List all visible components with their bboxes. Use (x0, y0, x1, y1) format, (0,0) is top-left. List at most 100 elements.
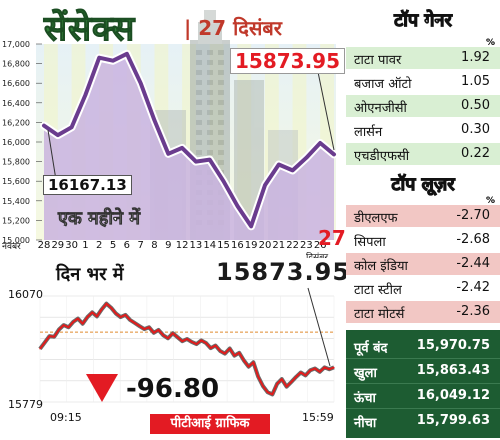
x-tick-label: 21 (272, 240, 285, 251)
data-point-7 (139, 81, 143, 85)
loser-name: कोल इंडिया (354, 259, 408, 274)
latest-value-leader (317, 71, 335, 151)
intraday-y-top: 16070 (8, 288, 43, 301)
intraday-point (86, 316, 89, 318)
intraday-point (300, 371, 302, 374)
gainer-row: ओएनजीसी 0.50 (346, 95, 500, 117)
intraday-point (101, 308, 103, 311)
data-point-30 (70, 125, 74, 129)
intraday-point (252, 361, 254, 363)
intraday-point (110, 307, 112, 309)
intraday-point (115, 312, 117, 315)
loser-row: डीएलएफ -2.70 (346, 205, 500, 227)
intraday-point (281, 378, 283, 380)
intraday-point (243, 359, 245, 362)
intraday-point (181, 340, 183, 342)
x-tick-label: 15 (217, 240, 230, 251)
intraday-point (129, 319, 131, 321)
intraday-point (172, 332, 174, 334)
y-tick-label: 15,000 (2, 236, 30, 245)
stat-value: 15,863.43 (416, 363, 490, 378)
gainers-title: टॉप गेनर (394, 10, 453, 32)
down-triangle-icon (86, 374, 118, 402)
intraday-point (195, 343, 198, 345)
data-point-2 (97, 56, 101, 60)
intraday-point (267, 391, 269, 393)
gainer-row: लार्सन 0.30 (346, 119, 500, 141)
intraday-point (63, 324, 65, 326)
intraday-point (58, 328, 60, 331)
gainer-name: टाटा पावर (354, 53, 402, 68)
x-tick-label: 6 (124, 240, 130, 251)
intraday-point (271, 393, 273, 395)
loser-row: टाटा मोटर्स -2.36 (346, 301, 500, 323)
intraday-point (276, 383, 278, 385)
intraday-point (67, 326, 70, 328)
intraday-latest: 15873.95 (216, 258, 351, 286)
data-point-29 (56, 133, 60, 137)
stat-label: नीचा (354, 416, 377, 431)
gainer-value: 0.50 (461, 98, 490, 113)
loser-value: -2.70 (456, 208, 490, 223)
data-point-19 (249, 224, 253, 228)
intraday-point (295, 376, 297, 378)
intraday-point (238, 352, 240, 354)
gainer-value: 0.30 (461, 122, 490, 137)
stat-label: ऊंचा (354, 391, 376, 406)
x-tick-label: 2 (96, 240, 102, 251)
y-tick-label: 15,800 (2, 158, 30, 167)
intraday-point (44, 342, 46, 344)
data-point-8 (152, 118, 156, 122)
x-tick-label: 7 (137, 240, 143, 251)
y-tick-label: 15,200 (2, 216, 30, 225)
data-point-20 (263, 183, 267, 187)
intraday-point (82, 323, 84, 325)
x-tick-label: 13 (190, 240, 203, 251)
x-tick-label: 30 (65, 240, 78, 251)
data-point-13 (194, 160, 198, 164)
intraday-tag: दिन भर में (56, 264, 124, 285)
intraday-point (262, 385, 264, 387)
stat-row: खुला 15,863.43 (346, 361, 500, 384)
stat-row: नीचा 15,799.63 (346, 411, 500, 433)
x-tick-label: 29 (51, 240, 64, 251)
page-title: सेंसेक्स (43, 9, 136, 50)
intraday-point (248, 366, 250, 368)
intraday-point (328, 368, 330, 370)
x-tick-label: 5 (110, 240, 116, 251)
intraday-point (91, 311, 93, 313)
data-point-12 (180, 146, 184, 150)
stat-value: 15,799.63 (416, 413, 490, 428)
data-point-22 (291, 168, 295, 172)
intraday-point (96, 315, 98, 317)
intraday-point (48, 335, 51, 337)
y-tick-label: 16,000 (2, 138, 30, 147)
intraday-point (120, 316, 122, 318)
intraday-end-time: 15:59 (302, 411, 334, 424)
gainer-row: टाटा पावर 1.92 (346, 47, 500, 69)
y-tick-label: 15,400 (2, 197, 30, 206)
gainer-value: 1.92 (461, 50, 490, 65)
data-point-16 (235, 204, 239, 208)
intraday-point (233, 355, 236, 357)
intraday-point (124, 314, 126, 316)
intraday-point (314, 367, 316, 370)
data-point-1 (83, 93, 87, 97)
x-tick-label: 20 (259, 240, 272, 251)
intraday-point (162, 334, 164, 336)
intraday-point (157, 329, 160, 331)
intraday-point (148, 326, 150, 328)
date-label: | 27 दिसंबर (184, 16, 282, 40)
loser-row: सिपला -2.68 (346, 229, 500, 251)
loser-name: टाटा मोटर्स (354, 307, 405, 322)
data-point-15 (222, 179, 226, 183)
data-point-9 (166, 152, 170, 156)
loser-value: -2.68 (456, 232, 490, 247)
intraday-point (224, 352, 226, 355)
intraday-point (134, 322, 136, 324)
intraday-point (205, 342, 207, 344)
gainer-row: एचडीएफसी 0.22 (346, 143, 500, 165)
latest-value-callout: 15873.95 (230, 48, 346, 74)
x-tick-label: 19 (245, 240, 258, 251)
loser-value: -2.42 (456, 280, 490, 295)
